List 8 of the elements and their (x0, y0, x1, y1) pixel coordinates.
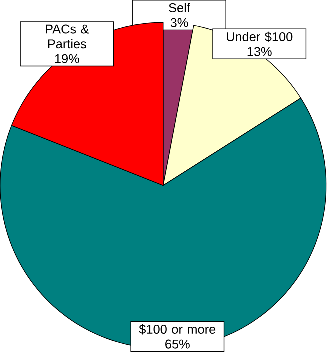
slice-label: Under $100 (227, 32, 293, 42)
slice-label: Self (169, 3, 191, 13)
data-label: 13% (248, 47, 272, 56)
data-label: 19% (56, 54, 80, 64)
data-label: 3% (170, 18, 188, 28)
slice-label: PACs & Parties (46, 24, 90, 49)
data-label: 65% (166, 340, 190, 349)
slice-label: $100 or more (139, 324, 216, 335)
